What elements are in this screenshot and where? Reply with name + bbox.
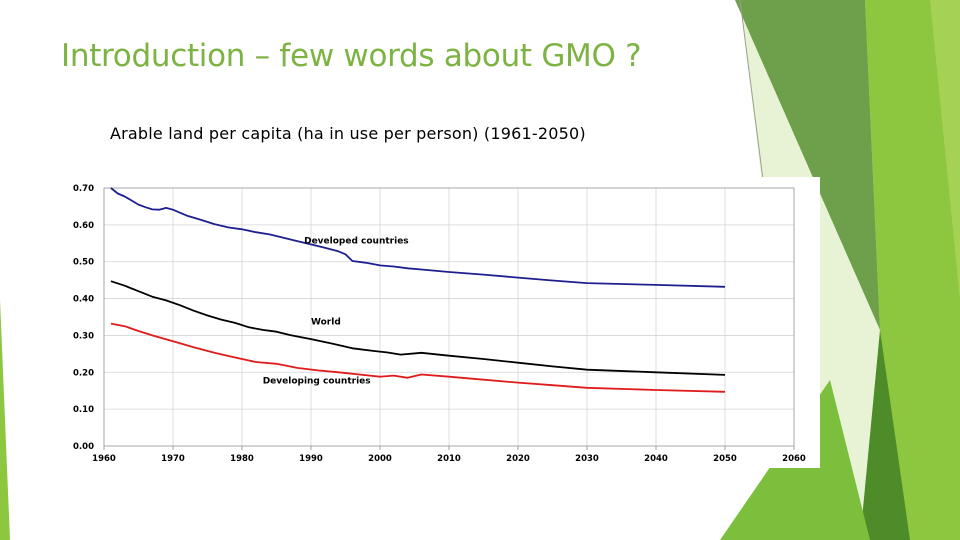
series-annotation: Developed countries (304, 236, 409, 246)
series-layer (110, 187, 726, 393)
series-line-developed-countries (110, 187, 726, 288)
slide-title: Introduction – few words about GMO ? (61, 38, 642, 74)
decor-facet-deep (860, 330, 910, 540)
label-layer: Developed countries World Developing count… (263, 236, 409, 386)
y-tick-label: 0.70 (73, 184, 94, 194)
decor-facet-green-right (865, 0, 960, 540)
x-tick-label: 2010 (437, 454, 461, 464)
series-line-world (110, 280, 726, 376)
grid-layer (103, 187, 795, 447)
x-tick-label: 1970 (161, 454, 185, 464)
x-tick-label: 2000 (368, 454, 392, 464)
x-tick-label: 1990 (299, 454, 323, 464)
y-tick-label: 0.20 (73, 368, 94, 378)
chart-panel: 0.00 0.10 0.20 0.30 0.40 0.50 0.60 0.70 1960 1970… (55, 177, 820, 468)
plot-frame (103, 187, 795, 447)
x-tick-label: 2050 (713, 454, 737, 464)
y-tick-label: 0.40 (73, 295, 94, 305)
left-accent-sliver (0, 300, 10, 540)
axis-layer: 0.00 0.10 0.20 0.30 0.40 0.50 0.60 0.70 1960 1970… (73, 184, 806, 464)
line-chart: 0.00 0.10 0.20 0.30 0.40 0.50 0.60 0.70 1960 1970… (73, 184, 806, 464)
series-line-developing-countries (110, 322, 726, 393)
x-tick-label: 2030 (575, 454, 599, 464)
y-tick-label: 0.60 (73, 221, 94, 231)
x-tick-label: 2020 (506, 454, 530, 464)
chart-title: Arable land per capita (ha in use per pe… (110, 124, 586, 143)
y-tick-label: 0.50 (73, 258, 94, 268)
series-annotation: World (311, 317, 341, 327)
decor-facet-dark-top (735, 0, 880, 330)
decor-facet-mid (930, 0, 960, 300)
x-tick-label: 1960 (92, 454, 116, 464)
series-annotation: Developing countries (263, 376, 371, 386)
y-tick-label: 0.00 (73, 442, 94, 452)
y-tick-label: 0.10 (73, 405, 94, 415)
x-tick-label: 2040 (644, 454, 668, 464)
x-tick-label: 1980 (230, 454, 254, 464)
x-tick-label: 2060 (782, 454, 806, 464)
y-tick-label: 0.30 (73, 331, 94, 341)
